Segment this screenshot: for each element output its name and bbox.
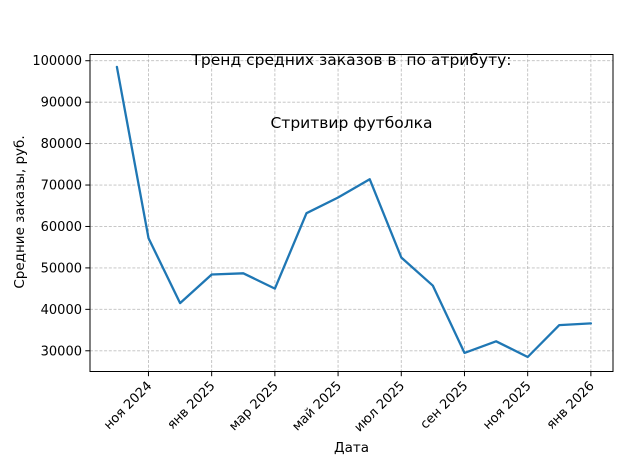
- y-tick-label: 40000: [41, 303, 82, 318]
- x-tick-label: июл 2025: [352, 379, 409, 436]
- x-tick-label: май 2025: [289, 379, 344, 434]
- x-tick-label: ноя 2025: [480, 379, 534, 433]
- y-tick-label: 30000: [41, 344, 82, 359]
- x-tick-label: ноя 2024: [101, 379, 155, 433]
- x-tick-label: янв 2026: [544, 379, 598, 433]
- chart-title-line2: Стритвир футболка: [270, 114, 433, 132]
- y-tick-label: 60000: [41, 220, 82, 235]
- chart-title: Тренд средних заказов в по атрибуту: Стр…: [90, 8, 613, 176]
- y-axis-label: Средние заказы, руб.: [12, 135, 28, 289]
- y-tick-label: 90000: [41, 96, 82, 111]
- x-tick-label: мар 2025: [226, 379, 281, 434]
- x-tick-label: сен 2025: [418, 379, 472, 433]
- y-tick-label: 80000: [41, 137, 82, 152]
- x-tick-label: янв 2025: [165, 379, 219, 433]
- y-tick-label: 100000: [32, 54, 82, 69]
- y-tick-label: 50000: [41, 261, 82, 276]
- plot-border: [89, 54, 614, 372]
- trend-line: [115, 65, 593, 359]
- y-tick-label: 70000: [41, 179, 82, 194]
- x-axis-label: Дата: [334, 440, 369, 456]
- chart-title-line1: Тренд средних заказов в по атрибуту:: [191, 51, 512, 69]
